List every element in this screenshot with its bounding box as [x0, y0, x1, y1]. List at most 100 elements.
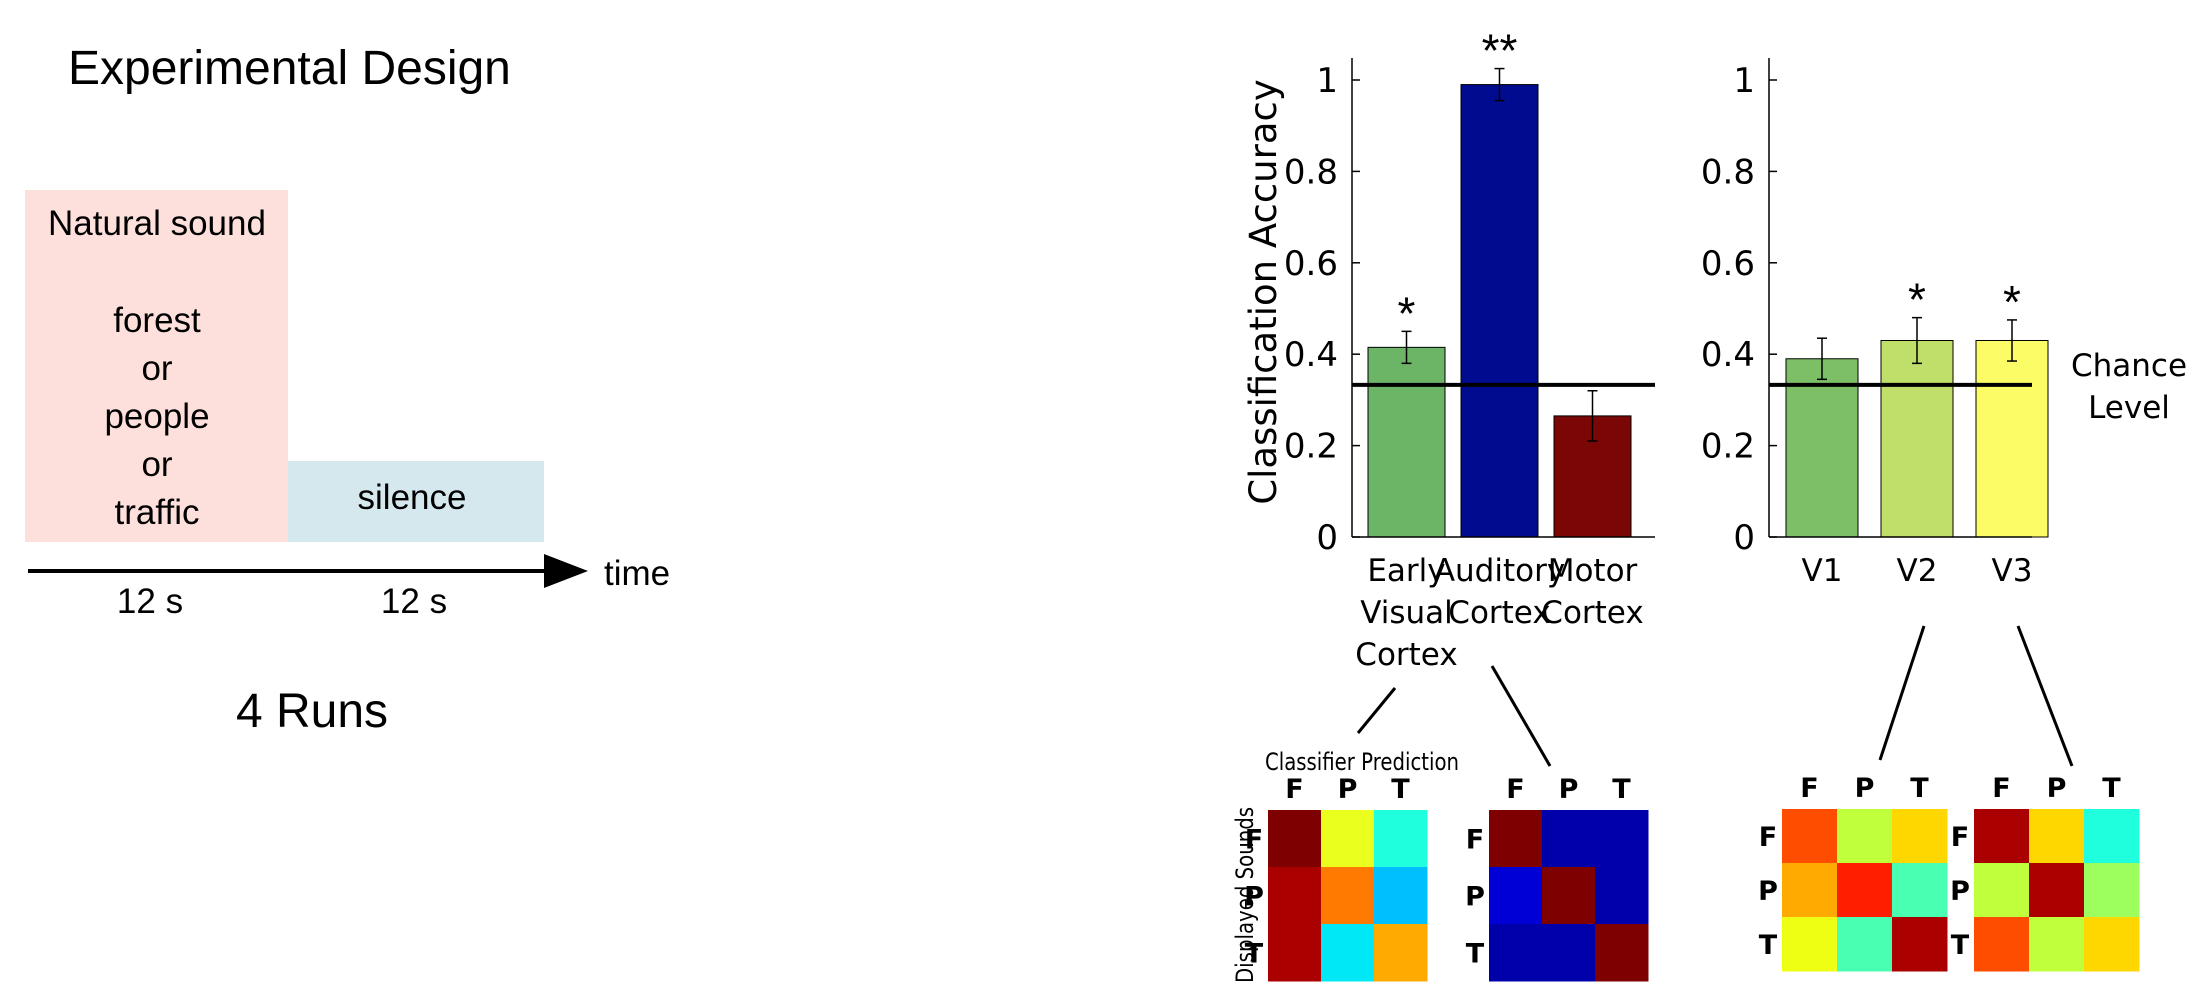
silence-label: silence [358, 478, 467, 517]
matrix-cell [1595, 810, 1649, 868]
matrix-row-label: P [1950, 876, 1970, 907]
sound-option-or: or [141, 445, 172, 484]
matrix-cell [1892, 917, 1948, 972]
bar [1975, 339, 2049, 538]
connector-auditory [1490, 665, 1552, 767]
design-title: Experimental Design [68, 42, 511, 95]
bar [1460, 84, 1539, 538]
matrix-cell [1489, 867, 1543, 925]
matrix-cell [1782, 863, 1838, 918]
matrix-cell [2084, 809, 2140, 864]
matrix-row-label: T [1466, 939, 1485, 970]
category-label: Cortex [1448, 595, 1550, 631]
matrix-cell [1321, 867, 1375, 925]
time-label: time [604, 554, 670, 593]
bar [1880, 339, 1954, 538]
category-label: Auditory [1434, 553, 1565, 589]
matrix-cell [1321, 924, 1375, 982]
matrix-cell [2084, 863, 2140, 918]
matrix-cell [2029, 917, 2085, 972]
silence-duration: 12 s [381, 582, 447, 621]
natural-sound-label: Natural sound [48, 204, 266, 243]
matrix-row-label: F [1466, 825, 1484, 856]
matrix-cell [1837, 809, 1893, 864]
matrix-column-label: P [1559, 774, 1579, 805]
sound-option-or: or [141, 349, 172, 388]
matrix-cell [1782, 809, 1838, 864]
matrix-cell [1595, 867, 1649, 925]
classifier-prediction-label: Classifier Prediction [1265, 748, 1459, 776]
y-tick-label: 0 [1316, 518, 1338, 558]
connector-v3 [2016, 625, 2074, 767]
category-label: Visual [1360, 595, 1453, 631]
matrix-cell [1542, 810, 1596, 868]
matrix-row-label: P [1758, 876, 1778, 907]
y-tick-label: 0.2 [1701, 427, 1755, 467]
bar [1367, 346, 1446, 538]
matrix-cell [1374, 924, 1428, 982]
experimental-design-panel: Experimental Design Natural sound forest… [25, 42, 670, 738]
connector-early-visual [1356, 687, 1397, 734]
category-label: V2 [1897, 553, 1938, 589]
matrix-cell [1268, 810, 1322, 868]
matrix-cell [1542, 867, 1596, 925]
displayed-sounds-label: Displayed Sounds [1231, 807, 1259, 983]
matrix-row-label: P [1244, 882, 1264, 913]
y-tick-label: 0.6 [1284, 244, 1338, 284]
category-label: V3 [1992, 553, 2033, 589]
matrix-column-label: F [1800, 773, 1818, 804]
matrix-column-label: T [1910, 773, 1929, 804]
matrix-column-label: P [1855, 773, 1875, 804]
visual-area-accuracy-chart: V1 * V2 * V3 0 0.2 0.4 0.6 0.8 1 Chance Level [1701, 58, 2187, 589]
matrix-connectors [1356, 625, 2074, 767]
matrix-row-label: T [1759, 930, 1778, 961]
chance-level-label: Level [2088, 390, 2170, 426]
matrix-cell [2029, 809, 2085, 864]
matrix-cell [1892, 863, 1948, 918]
category-label: Cortex [1355, 637, 1457, 673]
matrix-cell [1268, 924, 1322, 982]
y-tick-label: 0.4 [1701, 335, 1755, 375]
sound-option-forest: forest [113, 301, 201, 340]
y-tick-label: 1 [1316, 61, 1338, 101]
matrix-row-label: P [1465, 882, 1485, 913]
y-tick-label: 0.6 [1701, 244, 1755, 284]
cortex-accuracy-chart: *EarlyVisualCortex**AuditoryCortexMotorC… [1242, 25, 1655, 673]
matrix-cell [2084, 917, 2140, 972]
matrix-cell [1974, 809, 2030, 864]
matrix-cell [1892, 809, 1948, 864]
matrix-cell [1542, 924, 1596, 982]
connector-v2 [1878, 625, 1926, 761]
matrix-column-label: P [1338, 774, 1358, 805]
y-tick-label: 0.8 [1284, 152, 1338, 192]
significance-marker: * [2003, 276, 2021, 328]
significance-marker: * [1398, 287, 1416, 339]
runs-label: 4 Runs [236, 685, 388, 738]
matrix-row-label: T [1951, 930, 1970, 961]
significance-marker: * [1908, 274, 1926, 326]
matrix-column-label: F [1992, 773, 2010, 804]
category-label: Early [1367, 553, 1445, 589]
chance-level-label: Chance [2071, 348, 2187, 384]
y-tick-label: 0.4 [1284, 335, 1338, 375]
matrix-cell [1974, 917, 2030, 972]
matrix-cell [1268, 867, 1322, 925]
y-tick-label: 0 [1733, 518, 1755, 558]
category-label: V1 [1802, 553, 1843, 589]
natural-sound-block [25, 190, 288, 542]
y-tick-label: 0.2 [1284, 427, 1338, 467]
category-label: Motor [1548, 553, 1638, 589]
y-tick-label: 0.8 [1701, 152, 1755, 192]
matrix-column-label: F [1506, 774, 1524, 805]
sound-option-traffic: traffic [115, 493, 200, 532]
matrix-cell [1374, 810, 1428, 868]
matrix-cell [2029, 863, 2085, 918]
matrix-cell [1489, 810, 1543, 868]
category-label: Cortex [1541, 595, 1643, 631]
timeline-arrow-icon [544, 554, 588, 588]
